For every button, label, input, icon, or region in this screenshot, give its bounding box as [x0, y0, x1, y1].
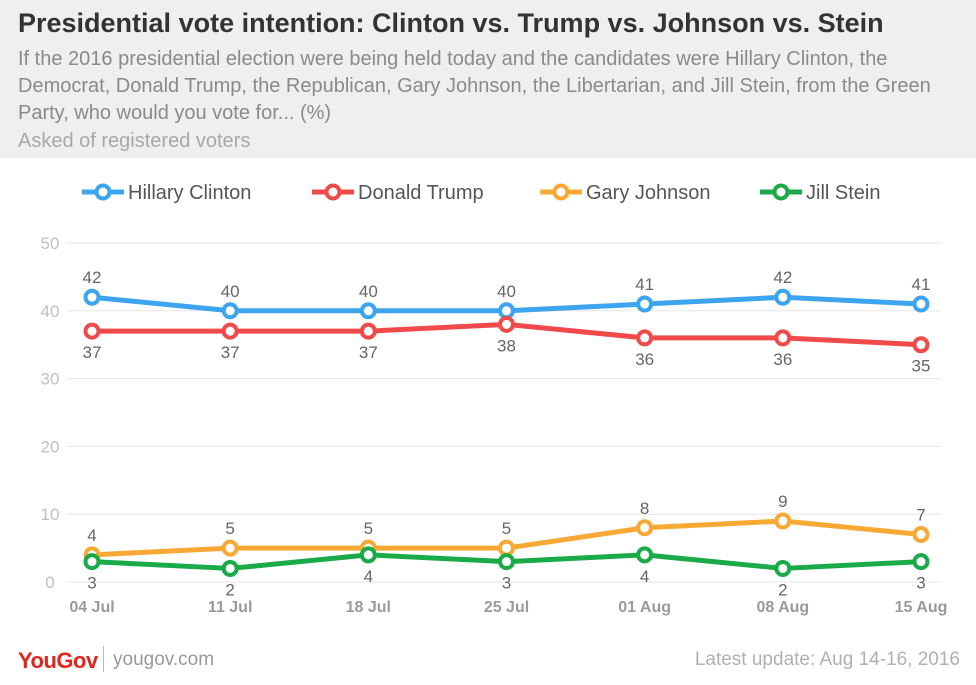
data-label: 3: [916, 574, 925, 593]
x-tick-label: 04 Jul: [69, 599, 114, 616]
data-label: 40: [221, 282, 240, 301]
y-tick-label: 30: [41, 370, 60, 389]
data-label: 38: [497, 336, 516, 355]
data-label: 2: [225, 580, 234, 599]
data-label: 2: [778, 580, 787, 599]
data-point: [912, 526, 930, 544]
data-point: [774, 288, 792, 306]
data-label: 37: [221, 343, 240, 362]
chart-title: Presidential vote intention: Clinton vs.…: [18, 8, 884, 38]
data-label: 4: [87, 526, 96, 545]
legend-label: Donald Trump: [358, 182, 484, 204]
x-tick-label: 18 Jul: [346, 599, 391, 616]
data-label: 42: [83, 268, 102, 287]
data-label: 5: [364, 519, 373, 538]
data-point: [774, 329, 792, 347]
legend-marker: [772, 183, 790, 201]
data-label: 7: [916, 506, 925, 525]
latest-update: Latest update: Aug 14-16, 2016: [694, 649, 960, 670]
data-point: [221, 322, 239, 340]
y-tick-label: 40: [41, 302, 60, 321]
data-label: 41: [912, 275, 931, 294]
x-tick-label: 15 Aug: [895, 599, 948, 616]
data-point: [498, 302, 515, 320]
data-label: 36: [773, 350, 792, 369]
data-label: 4: [364, 567, 373, 586]
chart-subtitle: If the 2016 presidential election were b…: [18, 48, 931, 124]
data-point: [221, 302, 239, 320]
data-label: 40: [359, 282, 378, 301]
data-point: [359, 322, 377, 340]
yougov-logo: YouGov: [18, 648, 98, 673]
data-point: [912, 336, 930, 354]
data-label: 37: [359, 343, 378, 362]
data-point: [498, 553, 515, 571]
data-label: 35: [912, 357, 931, 376]
y-tick-label: 0: [45, 573, 54, 592]
data-point: [774, 512, 792, 530]
data-point: [498, 539, 515, 557]
data-label: 4: [640, 567, 649, 586]
data-label: 9: [778, 492, 787, 511]
footer-divider: [103, 646, 104, 672]
footer-site: yougov.com: [113, 649, 215, 670]
data-label: 8: [640, 499, 649, 518]
y-tick-label: 20: [41, 437, 60, 456]
data-point: [912, 553, 930, 571]
data-point: [359, 302, 377, 320]
chart-note: Asked of registered voters: [18, 130, 251, 152]
legend-label: Jill Stein: [806, 182, 880, 204]
data-point: [83, 553, 101, 571]
data-point: [636, 546, 654, 564]
chart-header: Presidential vote intention: Clinton vs.…: [0, 0, 976, 158]
data-label: 36: [635, 350, 654, 369]
data-point: [636, 519, 654, 537]
x-tick-label: 01 Aug: [618, 599, 671, 616]
data-point: [636, 329, 654, 347]
data-point: [636, 295, 654, 313]
y-tick-label: 50: [41, 234, 60, 253]
data-label: 3: [502, 574, 511, 593]
x-tick-label: 08 Aug: [756, 599, 809, 616]
data-point: [221, 539, 239, 557]
data-point: [221, 559, 239, 577]
legend-label: Hillary Clinton: [128, 182, 251, 204]
line-chart: 0 10 20 30 40 50 04 Jul 11 Jul 18 Jul 25 Jul 01 Au…: [41, 182, 948, 616]
legend-marker: [552, 183, 570, 201]
legend-marker: [94, 183, 112, 201]
data-label: 5: [502, 519, 511, 538]
x-tick-label: 25 Jul: [484, 599, 529, 616]
data-label: 42: [773, 268, 792, 287]
data-point: [498, 315, 515, 333]
data-label: 3: [87, 574, 96, 593]
x-tick-label: 11 Jul: [208, 599, 252, 616]
data-point: [912, 295, 930, 313]
legend-marker: [324, 183, 342, 201]
data-point: [774, 559, 792, 577]
legend-label: Gary Johnson: [586, 182, 711, 204]
data-point: [359, 546, 377, 564]
data-point: [83, 288, 101, 306]
data-label: 37: [83, 343, 102, 362]
data-label: 40: [497, 282, 516, 301]
y-tick-label: 10: [41, 505, 60, 524]
data-label: 41: [635, 275, 654, 294]
data-label: 5: [225, 519, 234, 538]
data-point: [83, 322, 101, 340]
